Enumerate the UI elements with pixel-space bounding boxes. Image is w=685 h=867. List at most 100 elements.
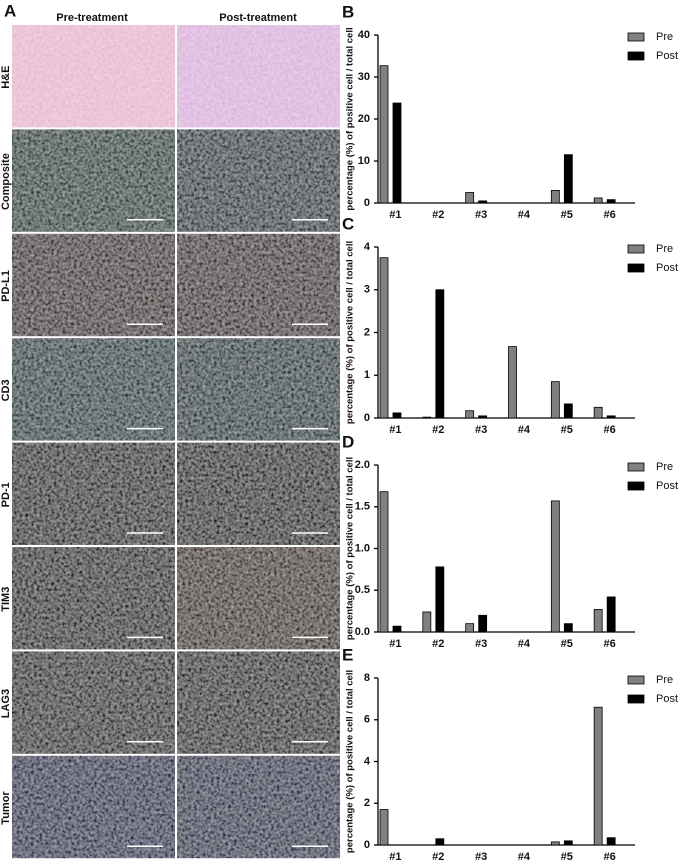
- legend-swatch: [627, 51, 645, 61]
- x-tick-label: #2: [432, 851, 444, 863]
- y-tick-label: 30: [358, 71, 370, 83]
- x-tick-label: #6: [603, 638, 615, 650]
- y-tick-label: 4: [364, 755, 371, 767]
- micrograph: [177, 25, 340, 128]
- y-tick-label: 0.0: [355, 626, 370, 638]
- legend-label: Pre: [656, 31, 673, 43]
- bar: [435, 566, 445, 633]
- column-header: Pre-treatment: [56, 12, 128, 24]
- x-tick-label: #1: [389, 424, 401, 436]
- y-tick-label: 20: [358, 113, 370, 125]
- x-tick-label: #3: [475, 424, 487, 436]
- bar: [606, 415, 616, 419]
- micrograph: [12, 338, 175, 441]
- x-tick-label: #3: [475, 851, 487, 863]
- bar: [593, 406, 603, 419]
- y-tick-label: 4: [364, 241, 371, 253]
- x-tick-label: #2: [432, 638, 444, 650]
- bar: [478, 200, 488, 204]
- micrograph: [12, 129, 175, 232]
- y-tick-label: 2.0: [355, 459, 370, 471]
- row-label: PD-1: [0, 482, 12, 507]
- panel-label: C: [342, 214, 354, 233]
- legend-label: Post: [656, 50, 678, 62]
- micrograph: [177, 442, 340, 545]
- x-tick-label: #1: [389, 638, 401, 650]
- row-label: Tumor: [0, 791, 12, 825]
- y-tick-label: 3: [364, 284, 370, 296]
- x-tick-label: #3: [475, 638, 487, 650]
- bar: [465, 192, 475, 204]
- legend-label: Pre: [656, 461, 673, 473]
- micrograph: [12, 442, 175, 545]
- micrograph: [177, 129, 340, 232]
- row-label: CD3: [0, 379, 12, 401]
- legend-label: Pre: [656, 674, 673, 686]
- bar: [379, 809, 389, 846]
- column-header: Post-treatment: [219, 12, 297, 24]
- legend-label: Post: [656, 262, 678, 274]
- bar: [606, 596, 616, 633]
- y-tick-label: 10: [358, 155, 370, 167]
- y-tick-label: 1.0: [355, 542, 370, 554]
- bar: [465, 623, 475, 633]
- x-tick-label: #4: [518, 424, 531, 436]
- panel-label: A: [4, 1, 16, 20]
- row-label: TIM3: [0, 587, 12, 612]
- micrograph: [177, 755, 340, 859]
- bar: [478, 415, 488, 419]
- micrograph: [12, 25, 175, 128]
- bar: [593, 706, 603, 846]
- y-axis-label: percentage (%) of positive cell / total …: [345, 457, 356, 640]
- bar: [550, 841, 560, 846]
- legend-label: Pre: [656, 243, 673, 255]
- y-tick-label: 0: [364, 412, 370, 424]
- row-label: PD-L1: [0, 270, 12, 302]
- legend-swatch: [627, 675, 645, 685]
- x-tick-label: #2: [432, 424, 444, 436]
- y-tick-label: 8: [364, 672, 370, 684]
- bar: [379, 65, 389, 204]
- panel-label: E: [342, 645, 353, 664]
- row-label: LAG3: [0, 689, 12, 718]
- x-tick-label: #6: [603, 851, 615, 863]
- bar: [550, 500, 560, 633]
- x-tick-label: #5: [561, 424, 573, 436]
- bar: [508, 346, 517, 419]
- legend-swatch: [627, 481, 645, 491]
- y-tick-label: 1.5: [355, 501, 370, 513]
- y-tick-label: 6: [364, 714, 370, 726]
- x-tick-label: #4: [518, 638, 531, 650]
- bar: [392, 625, 402, 633]
- panel-label: B: [342, 2, 354, 21]
- x-tick-label: #3: [475, 209, 487, 221]
- bar: [593, 197, 603, 204]
- bar: [563, 154, 573, 204]
- x-tick-label: #2: [432, 209, 444, 221]
- panel-label: D: [342, 432, 354, 451]
- bar: [422, 416, 432, 419]
- micrograph: [177, 338, 340, 441]
- micrograph: [12, 651, 175, 754]
- x-tick-label: #5: [561, 209, 573, 221]
- bar: [563, 403, 573, 419]
- bar: [392, 412, 402, 419]
- y-tick-label: 0: [364, 197, 370, 209]
- image-grid: [12, 25, 340, 859]
- x-tick-label: #5: [561, 851, 573, 863]
- bar: [550, 381, 560, 419]
- legend-swatch: [627, 263, 645, 273]
- bar: [606, 837, 616, 846]
- bar: [593, 609, 603, 633]
- micrograph: [177, 547, 340, 650]
- bar: [478, 614, 488, 633]
- y-tick-label: 0: [364, 839, 370, 851]
- row-label: Composite: [0, 153, 12, 210]
- x-tick-label: #1: [389, 209, 401, 221]
- x-tick-label: #4: [518, 209, 531, 221]
- bar: [422, 611, 432, 633]
- y-tick-label: 2: [364, 326, 370, 338]
- bar: [435, 289, 445, 419]
- x-tick-label: #6: [603, 424, 615, 436]
